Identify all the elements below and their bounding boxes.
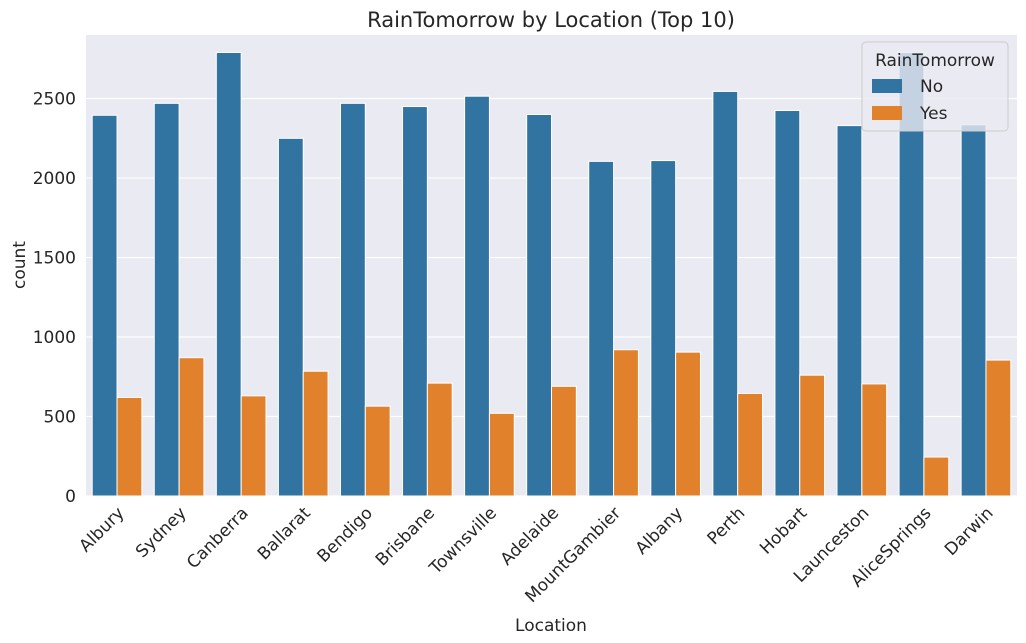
bar-yes-alicesprings bbox=[923, 456, 950, 497]
x-tick-label: Sydney bbox=[132, 503, 191, 562]
legend-title: RainTomorrow bbox=[875, 51, 995, 71]
y-tick-label: 2500 bbox=[33, 90, 76, 110]
x-tick-label: Darwin bbox=[941, 503, 998, 560]
bar-no-hobart bbox=[774, 110, 801, 497]
y-tick-label: 2000 bbox=[33, 169, 76, 189]
bar-yes-ballarat bbox=[302, 370, 329, 497]
x-tick-label: Hobart bbox=[756, 503, 811, 558]
bar-no-ballarat bbox=[277, 137, 304, 497]
chart-title: RainTomorrow by Location (Top 10) bbox=[367, 8, 735, 32]
bar-yes-canberra bbox=[240, 395, 267, 497]
bar-yes-albury bbox=[116, 396, 143, 497]
x-tick-label: Adelaide bbox=[497, 503, 563, 569]
legend-label-yes: Yes bbox=[919, 104, 948, 124]
y-tick-label: 1000 bbox=[33, 328, 76, 348]
x-tick-label: Albury bbox=[76, 503, 129, 556]
legend: RainTomorrow No Yes bbox=[861, 41, 1009, 132]
x-tick-label: Albany bbox=[632, 503, 687, 558]
bar-yes-bendigo bbox=[364, 405, 391, 497]
bar-no-sydney bbox=[153, 102, 180, 497]
legend-swatch-yes bbox=[872, 106, 902, 120]
legend-label-no: No bbox=[920, 77, 943, 97]
bar-no-townsville bbox=[464, 95, 490, 497]
bar-no-mountgambier bbox=[588, 160, 615, 497]
bar-yes-adelaide bbox=[551, 385, 577, 497]
bar-yes-townsville bbox=[488, 412, 515, 497]
x-tick-label: Ballarat bbox=[254, 503, 315, 564]
x-tick-label: Perth bbox=[704, 503, 750, 549]
x-tick-label: Bendigo bbox=[313, 503, 376, 566]
bar-yes-perth bbox=[737, 392, 764, 497]
bar-yes-mountgambier bbox=[613, 349, 639, 497]
bar-no-brisbane bbox=[402, 106, 428, 497]
bar-no-adelaide bbox=[526, 113, 553, 497]
x-tick-label: Townsville bbox=[425, 503, 501, 579]
bar-no-darwin bbox=[960, 124, 987, 497]
x-axis-label: Location bbox=[515, 616, 587, 636]
bar-no-launceston bbox=[836, 125, 863, 497]
bar-yes-darwin bbox=[985, 359, 1012, 497]
y-axis-label: count bbox=[10, 241, 30, 289]
bar-yes-brisbane bbox=[426, 382, 453, 497]
y-tick-label: 0 bbox=[65, 487, 76, 507]
bar-no-albury bbox=[91, 114, 118, 497]
bar-yes-launceston bbox=[861, 383, 888, 497]
y-axis-ticks: 0 500 1000 1500 2000 2500 bbox=[33, 90, 76, 507]
y-tick-label: 1500 bbox=[33, 249, 76, 269]
legend-swatch-no bbox=[872, 79, 902, 93]
y-tick-label: 500 bbox=[44, 408, 76, 428]
bar-yes-sydney bbox=[178, 357, 205, 497]
bar-no-bendigo bbox=[339, 102, 366, 497]
bar-yes-albany bbox=[675, 351, 701, 497]
bar-yes-hobart bbox=[799, 374, 826, 497]
bar-no-perth bbox=[712, 90, 739, 497]
x-tick-label: Canberra bbox=[183, 503, 253, 573]
bar-no-canberra bbox=[215, 51, 242, 497]
bar-no-albany bbox=[650, 160, 677, 497]
bars bbox=[91, 51, 1012, 497]
